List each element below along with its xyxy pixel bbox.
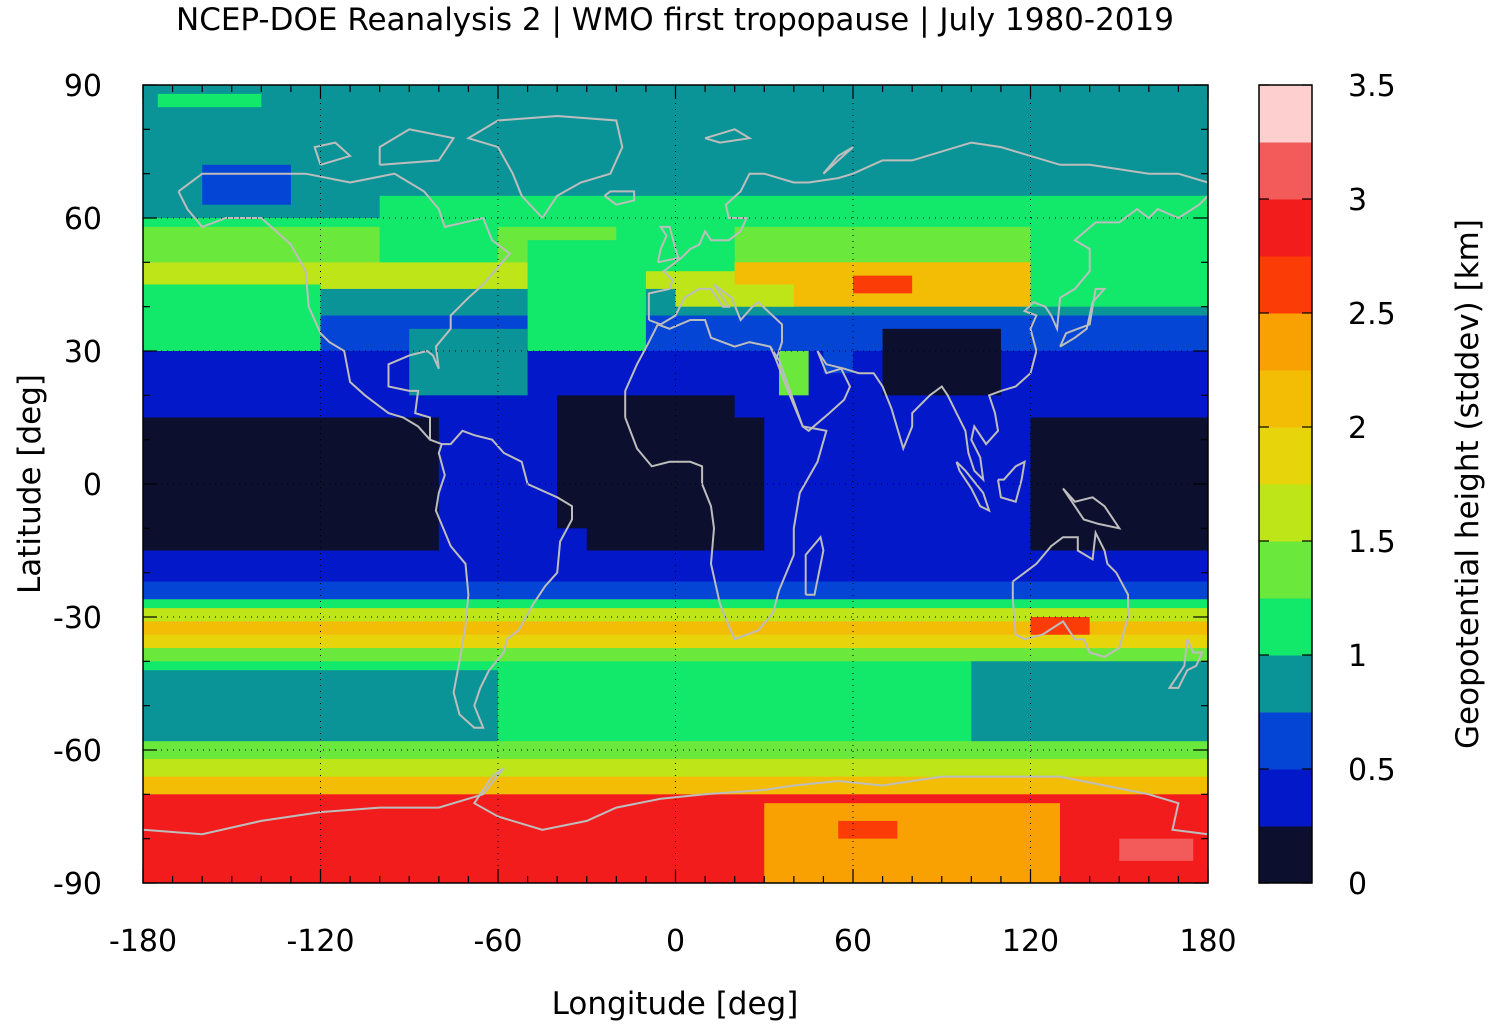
gridlines [143,85,1208,883]
colorbar-frame [1258,84,1313,884]
coastline [1059,287,1107,348]
colorbar-swatch [1259,85,1312,143]
colorbar-title: Geopotential height (stddev) [km] [1450,219,1486,749]
coastline [1011,529,1130,658]
heatmap-band [143,550,1208,583]
heatmap-band [143,581,1208,600]
x-tick-label: -60 [474,924,523,959]
heatmap-region [764,803,1061,883]
heatmap-region [143,670,498,742]
colorbar-swatch [1259,313,1312,371]
colorbar-swatch [1259,826,1312,884]
heatmap-band [143,634,1208,649]
x-tick-label: 120 [1002,924,1059,959]
coastline [624,319,828,641]
colorbar-tick-label: 2 [1348,411,1367,446]
colorbar-swatch [1259,712,1312,770]
heatmap-band [143,776,1208,795]
coastline [656,225,680,264]
heatmap-region [379,218,498,263]
x-tick-label: 0 [666,924,685,959]
x-tick-label: 180 [1179,924,1236,959]
heatmap-region [557,395,735,529]
heatmap-region [853,275,913,294]
heatmap-region [1030,218,1208,307]
y-tick-label: 0 [83,468,102,503]
map-area [143,85,1208,883]
x-axis-title: Longitude [deg] [552,986,799,1022]
coastline [378,128,456,166]
coastline [648,283,783,361]
colorbar-tick-label: 1.5 [1348,525,1396,560]
colorbar-tick-label: 0 [1348,867,1367,902]
colorbar-swatch [1259,655,1312,713]
colorbar-swatch [1259,142,1312,200]
heatmap-band [143,608,1208,622]
colorbar-swatch [1259,370,1312,428]
y-tick-label: -90 [53,867,102,902]
colorbar [1258,84,1313,884]
coastline [704,128,753,144]
x-axis-ticks: -180 -120 -60 0 60 120 180 [109,85,1237,959]
colorbar-tick-label: 3.5 [1348,69,1396,104]
heatmap-band [143,758,1208,778]
x-tick-label: -120 [286,924,354,959]
x-tick-label: 60 [834,924,872,959]
coastline [143,766,1208,836]
heatmap-region [675,284,794,307]
colorbar-swatch [1259,484,1312,542]
coastline [313,141,353,166]
y-tick-label: -30 [53,601,102,636]
coastline [177,190,307,272]
coastlines [143,114,1208,836]
map-title: NCEP-DOE Reanalysis 2 | WMO first tropop… [176,2,1174,38]
heatmap-region [1030,617,1090,635]
heatmap-region [882,328,1001,396]
heatmap-band [143,599,1208,609]
colorbar-swatch [1259,598,1312,656]
heatmap-region [764,417,1031,551]
y-tick-label: 30 [64,335,102,370]
y-axis-ticks: 90 60 30 0 -30 -60 -90 [53,69,1208,902]
heatmap-band [143,741,1208,760]
heatmap-region [157,93,262,108]
colorbar-swatch [1259,541,1312,599]
heatmap-region [409,328,528,396]
coastline [769,195,1208,483]
coastline [822,146,854,175]
colorbar-ticks: 3.5 3 2.5 2 1.5 1 0.5 0 [1259,69,1396,902]
coastline [177,172,573,729]
colorbar-swatch [1259,769,1312,827]
coastline [997,460,1026,503]
coastline [1062,487,1122,530]
coastline [955,461,991,513]
heatmap-region [1119,838,1194,861]
colorbar-swatch [1259,427,1312,485]
coastline [465,114,624,219]
heatmap-region [202,164,291,205]
heatmap-band [143,648,1208,662]
heatmap-region [838,820,898,839]
heatmap-region [143,284,321,351]
colorbar-tick-label: 0.5 [1348,753,1396,788]
coastline [804,534,825,596]
y-tick-label: -60 [53,734,102,769]
x-tick-label: -180 [109,924,177,959]
coastline [1167,638,1204,689]
coastline [304,271,431,441]
y-tick-label: 90 [64,69,102,104]
y-axis-title: Latitude [deg] [12,374,48,594]
y-tick-label: 60 [64,202,102,237]
colorbar-swatch [1259,256,1312,314]
colorbar-swatch [1259,199,1312,257]
colorbar-tick-label: 3 [1348,183,1367,218]
colorbar-tick-label: 1 [1348,639,1367,674]
coastline [647,141,1208,320]
heatmap-region [971,661,1208,742]
heatmap-band [143,621,1208,636]
colorbar-tick-label: 2.5 [1348,297,1396,332]
coastline [603,190,636,206]
